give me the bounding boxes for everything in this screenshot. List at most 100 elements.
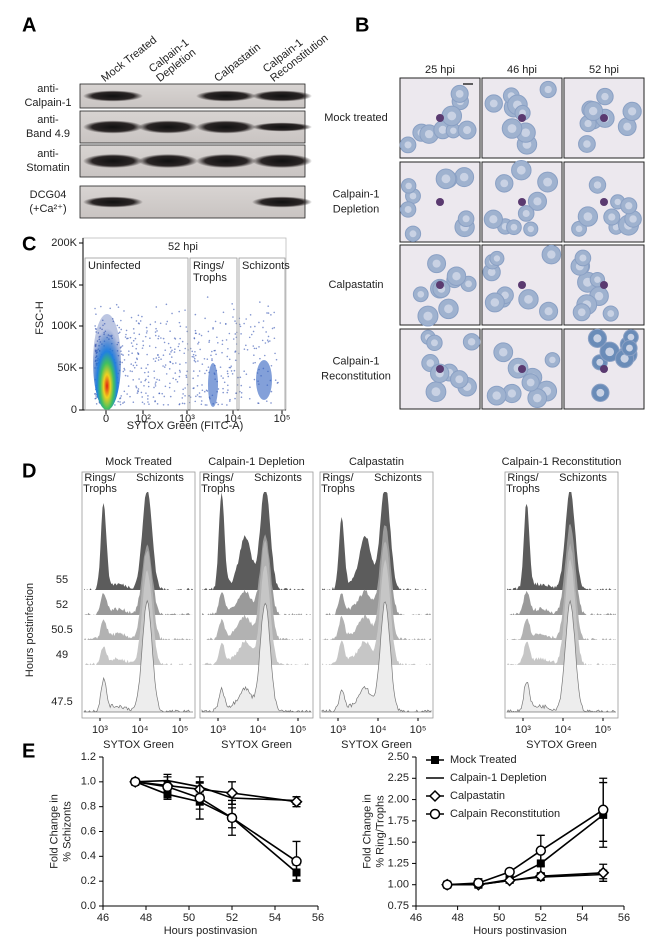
flow-event	[147, 363, 149, 366]
flow-event	[100, 305, 102, 308]
flow-event	[211, 350, 213, 353]
flow-event	[163, 366, 166, 368]
y-tick-label: 0.75	[388, 900, 409, 912]
y-tick-label: 0.8	[81, 801, 96, 813]
flow-event	[118, 326, 121, 329]
flow-event	[153, 377, 156, 379]
x-tick-label: 52	[535, 912, 547, 924]
histogram-shape	[202, 492, 311, 590]
flow-event	[135, 386, 138, 389]
y-tick-label: 1.2	[81, 751, 96, 763]
red-cell-center	[438, 125, 447, 134]
red-cell-center	[526, 378, 535, 387]
flow-event	[207, 330, 210, 333]
red-cell-center	[507, 124, 517, 133]
flow-event	[216, 336, 218, 339]
red-cell-center	[431, 387, 441, 397]
panel-letter: D	[22, 460, 36, 482]
flow-event	[94, 307, 96, 310]
flow-event	[132, 401, 135, 404]
flow-event	[270, 364, 273, 367]
flow-event	[234, 333, 237, 335]
y-axis-label-line: % Ring/Trophs	[374, 795, 386, 868]
flow-event	[171, 349, 173, 352]
y-tick-label: 200K	[51, 237, 77, 249]
flow-event	[217, 403, 220, 406]
flow-event	[136, 343, 138, 346]
red-cell-center	[487, 268, 496, 277]
flow-event	[127, 337, 129, 340]
flow-event	[164, 364, 167, 366]
flow-event	[132, 339, 135, 342]
flow-event	[206, 296, 209, 298]
series	[441, 863, 610, 891]
red-cell-center	[596, 388, 605, 397]
flow-event	[200, 403, 203, 406]
series	[130, 773, 302, 882]
flow-event	[173, 351, 176, 353]
legend-marker	[428, 789, 442, 803]
red-cell-center	[510, 223, 518, 231]
panel-letter: B	[355, 14, 369, 36]
flow-event	[249, 326, 252, 328]
flow-event	[148, 403, 150, 405]
flow-event	[265, 331, 267, 333]
flow-event	[188, 394, 190, 397]
flow-event	[135, 364, 138, 367]
red-cell-center	[623, 122, 632, 131]
flow-event	[141, 401, 144, 404]
red-cell-center	[489, 215, 498, 224]
flow-event	[123, 390, 126, 393]
parasite	[436, 198, 444, 206]
red-cell-center	[584, 119, 592, 128]
flow-event	[267, 340, 270, 343]
flow-event	[227, 347, 229, 350]
red-cell-center	[583, 140, 591, 148]
flow-event	[169, 330, 171, 332]
flow-event	[201, 389, 204, 392]
flow-event	[133, 366, 136, 369]
marker	[162, 781, 173, 793]
flow-event	[184, 347, 187, 350]
red-cell-center	[459, 172, 469, 182]
flow-event	[162, 337, 165, 340]
flow-event	[145, 367, 147, 370]
plot-title: 52 hpi	[168, 241, 198, 253]
flow-event	[233, 308, 235, 311]
gate-label: Schizonts	[136, 472, 184, 484]
flow-event	[196, 394, 199, 396]
flow-event	[206, 358, 209, 361]
y-tick-label: 2.25	[388, 772, 409, 784]
marker	[535, 845, 547, 856]
parasite	[600, 281, 608, 289]
flow-event	[145, 378, 147, 381]
histogram-shape	[322, 559, 431, 665]
y-tick-label: 2.00	[388, 793, 409, 805]
flow-event	[137, 352, 139, 354]
histogram-shape	[507, 559, 616, 665]
histogram-shape	[322, 492, 431, 590]
x-tick-label: 46	[97, 912, 109, 924]
red-cell-center	[409, 230, 417, 238]
flow-event	[123, 401, 126, 403]
parasite	[600, 365, 608, 373]
red-cell-center	[430, 339, 438, 347]
flow-event	[124, 336, 127, 338]
red-cell-center	[577, 308, 586, 317]
flow-event	[132, 364, 135, 367]
flow-event	[155, 381, 157, 384]
gate-label: Rings/	[322, 472, 354, 484]
red-cell-center	[543, 177, 553, 187]
red-cell-center	[490, 298, 500, 307]
histogram-shape	[321, 601, 432, 713]
flow-event	[134, 337, 137, 340]
flow-event	[137, 390, 139, 393]
flow-event	[162, 354, 165, 357]
flow-event	[122, 370, 125, 373]
flow-event	[156, 403, 159, 405]
flow-event	[243, 348, 246, 350]
flow-event	[184, 387, 186, 389]
flow-event	[157, 354, 159, 356]
flow-event	[154, 334, 157, 337]
marker	[534, 870, 547, 883]
